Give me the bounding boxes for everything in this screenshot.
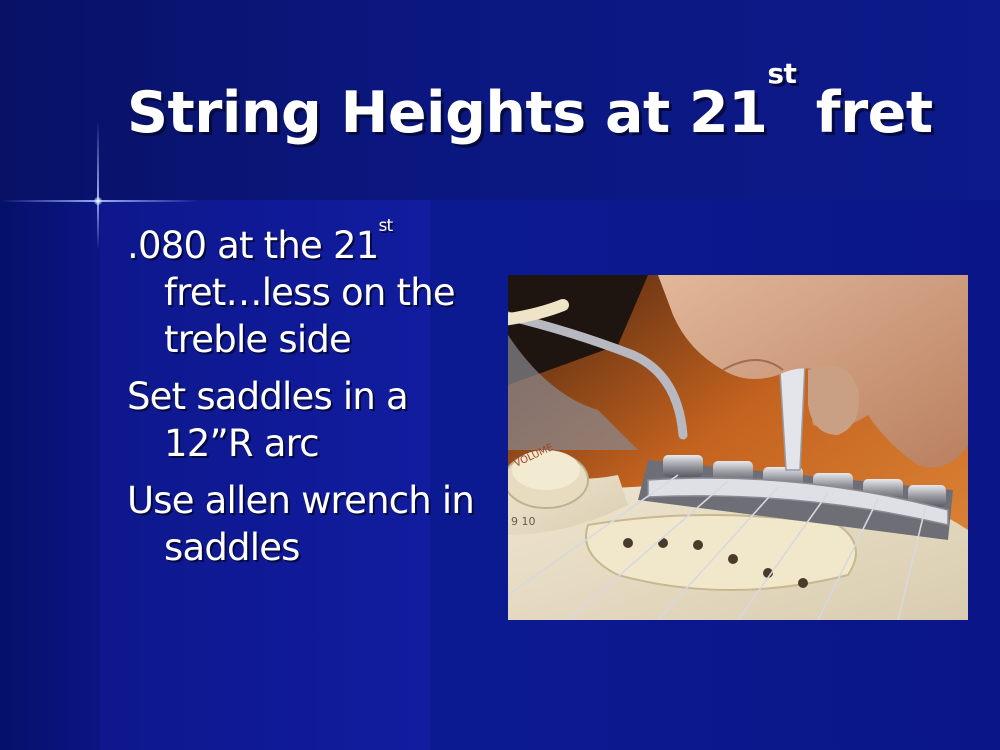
bullet-text: Use allen wrench in saddles — [127, 479, 475, 569]
radius-gauge — [647, 477, 949, 526]
bullet-text-continued: fret…less on the treble side — [164, 271, 456, 361]
tremolo-tip — [508, 299, 569, 326]
title-superscript: st — [767, 57, 797, 90]
bullet-superscript: st — [378, 216, 393, 236]
hand — [658, 275, 968, 468]
bullet-text: .080 at the 21 — [127, 224, 379, 267]
bullet-item: Use allen wrench in saddles — [127, 477, 497, 571]
left-band — [0, 200, 100, 750]
bullet-text: Set saddles in a 12”R arc — [127, 375, 409, 465]
bullet-item: Set saddles in a 12”R arc — [127, 373, 497, 467]
title-main: String Heights at 21 — [127, 80, 768, 146]
knob-numbers: 9 10 — [511, 515, 536, 528]
finger-crease — [722, 359, 784, 371]
bullet-item: .080 at the 21st fret…less on the treble… — [127, 218, 497, 363]
decorative-sparkle — [94, 197, 102, 205]
title-tail: fret — [796, 80, 933, 146]
decorative-vertical-line — [97, 120, 99, 250]
control-plate — [508, 335, 638, 450]
guitar-bridge-photo: VOLUME 9 10 — [508, 275, 968, 620]
tremolo-arm — [508, 311, 688, 440]
slide-title: String Heights at 21st fret — [127, 60, 933, 147]
shadow-region — [508, 275, 648, 385]
text-band — [100, 200, 430, 750]
volume-knob-top — [512, 450, 580, 490]
photo-illustration: VOLUME 9 10 — [508, 275, 968, 620]
thumb — [808, 365, 859, 435]
strings — [508, 474, 927, 620]
pickup — [585, 514, 857, 591]
title-band — [0, 0, 1000, 200]
bullet-list: .080 at the 21st fret…less on the treble… — [127, 218, 497, 581]
